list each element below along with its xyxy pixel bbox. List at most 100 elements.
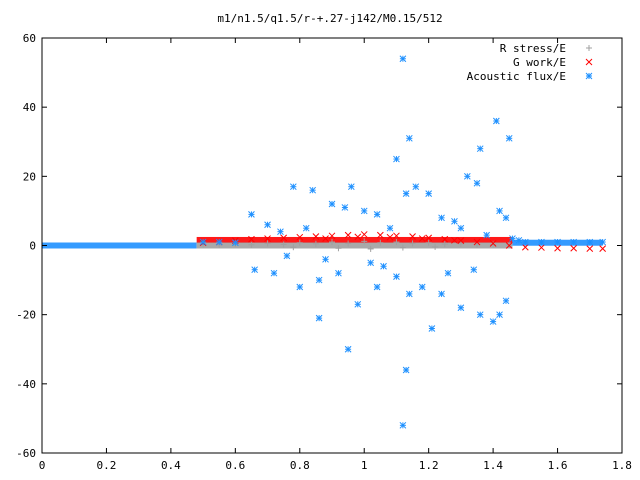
point-cross-28 — [354, 233, 362, 241]
point-cross-11 — [360, 231, 368, 238]
point-star-21 — [496, 207, 503, 215]
point-star-28 — [457, 224, 465, 232]
point-cross-29 — [386, 233, 394, 241]
point-star-45 — [315, 314, 323, 322]
point-star-2 — [492, 117, 500, 125]
y-tick-label: 40 — [23, 101, 36, 114]
x-tick-label: 0.2 — [97, 459, 117, 472]
point-star-14 — [412, 183, 420, 191]
point-plus-21 — [290, 244, 297, 251]
x-tick-label: 1.6 — [548, 459, 568, 472]
point-star-15 — [328, 200, 336, 208]
legend-marker-plus — [586, 45, 592, 51]
point-plus-25 — [432, 243, 439, 250]
point-star-33 — [315, 276, 323, 284]
point-star-34 — [335, 269, 342, 277]
point-star-31 — [270, 269, 278, 277]
point-star-43 — [496, 311, 503, 319]
point-plus-23 — [367, 245, 374, 252]
point-star-41 — [457, 304, 465, 312]
point-star-30 — [251, 266, 259, 274]
x-tick-label: 0.4 — [161, 459, 181, 472]
point-star-48 — [344, 345, 352, 353]
point-star-26 — [302, 224, 310, 232]
legend-label: Acoustic flux/E — [467, 70, 566, 83]
point-star-3 — [476, 145, 484, 153]
point-plus-6 — [280, 241, 287, 248]
point-cross-5 — [264, 235, 271, 242]
point-plus-15 — [425, 239, 432, 246]
point-star-44 — [502, 297, 510, 305]
point-plus-24 — [399, 244, 406, 251]
point-star-38 — [405, 290, 413, 298]
point-star-18 — [373, 211, 381, 218]
x-tick-label: 0 — [39, 459, 46, 472]
point-cross-4 — [248, 235, 255, 243]
point-star-46 — [428, 325, 436, 332]
y-tick-label: 20 — [23, 170, 36, 183]
point-cross-31 — [451, 236, 458, 244]
point-plus-22 — [335, 245, 342, 252]
point-star-37 — [393, 273, 400, 280]
point-plus-5 — [264, 240, 271, 247]
point-star-50 — [399, 421, 407, 429]
point-star-13 — [347, 183, 355, 191]
point-plus-12 — [377, 239, 384, 246]
point-cross-23 — [554, 244, 561, 252]
point-cross-9 — [328, 232, 336, 240]
point-star-23 — [248, 211, 255, 218]
point-star-40 — [438, 290, 445, 298]
point-cross-17 — [457, 237, 465, 245]
point-star-12 — [309, 186, 317, 194]
point-cross-25 — [586, 245, 594, 252]
point-cross-22 — [538, 244, 545, 251]
point-star-42 — [476, 311, 484, 319]
legend-label: R stress/E — [500, 42, 566, 55]
data-marks — [199, 55, 607, 429]
x-tick-label: 0.6 — [225, 459, 245, 472]
point-plus-18 — [474, 241, 480, 248]
point-star-35 — [354, 300, 362, 308]
point-star-60 — [521, 238, 529, 246]
point-star-53 — [322, 255, 329, 263]
point-plus-11 — [361, 238, 368, 245]
point-plus-8 — [312, 240, 319, 247]
point-star-59 — [199, 238, 207, 246]
point-star-9 — [463, 172, 471, 180]
point-star-22 — [502, 214, 510, 222]
chart-title: m1/n1.5/q1.5/r-+.27-j142/M0.15/512 — [217, 12, 442, 25]
dense-band-3 — [196, 236, 513, 243]
point-cross-26 — [599, 245, 607, 252]
point-plus-4 — [248, 241, 255, 248]
point-plus-9 — [329, 239, 335, 246]
point-star-8 — [425, 190, 433, 197]
point-star-62 — [554, 238, 561, 246]
x-tick-label: 0.8 — [290, 459, 310, 472]
y-tick-label: -40 — [16, 378, 36, 391]
point-star-10 — [473, 179, 481, 187]
point-plus-7 — [296, 239, 303, 246]
point-star-52 — [380, 262, 387, 270]
point-star-39 — [418, 283, 426, 291]
y-tick-label: -20 — [16, 309, 36, 322]
point-cross-21 — [521, 243, 529, 251]
point-star-61 — [538, 238, 545, 246]
point-star-20 — [451, 217, 458, 225]
point-star-25 — [277, 228, 284, 236]
point-plus-14 — [409, 240, 416, 247]
dense-band-4 — [196, 242, 513, 249]
point-star-16 — [341, 204, 349, 211]
point-star-32 — [296, 283, 304, 291]
point-star-11 — [289, 183, 297, 191]
x-tick-label: 1 — [361, 459, 368, 472]
point-star-49 — [402, 366, 410, 374]
point-cross-7 — [296, 233, 304, 241]
point-plus-17 — [457, 240, 464, 247]
point-cross-14 — [409, 233, 416, 240]
point-star-55 — [444, 269, 452, 277]
point-cross-13 — [393, 232, 400, 240]
point-star-5 — [405, 134, 413, 142]
point-star-1 — [399, 55, 407, 63]
